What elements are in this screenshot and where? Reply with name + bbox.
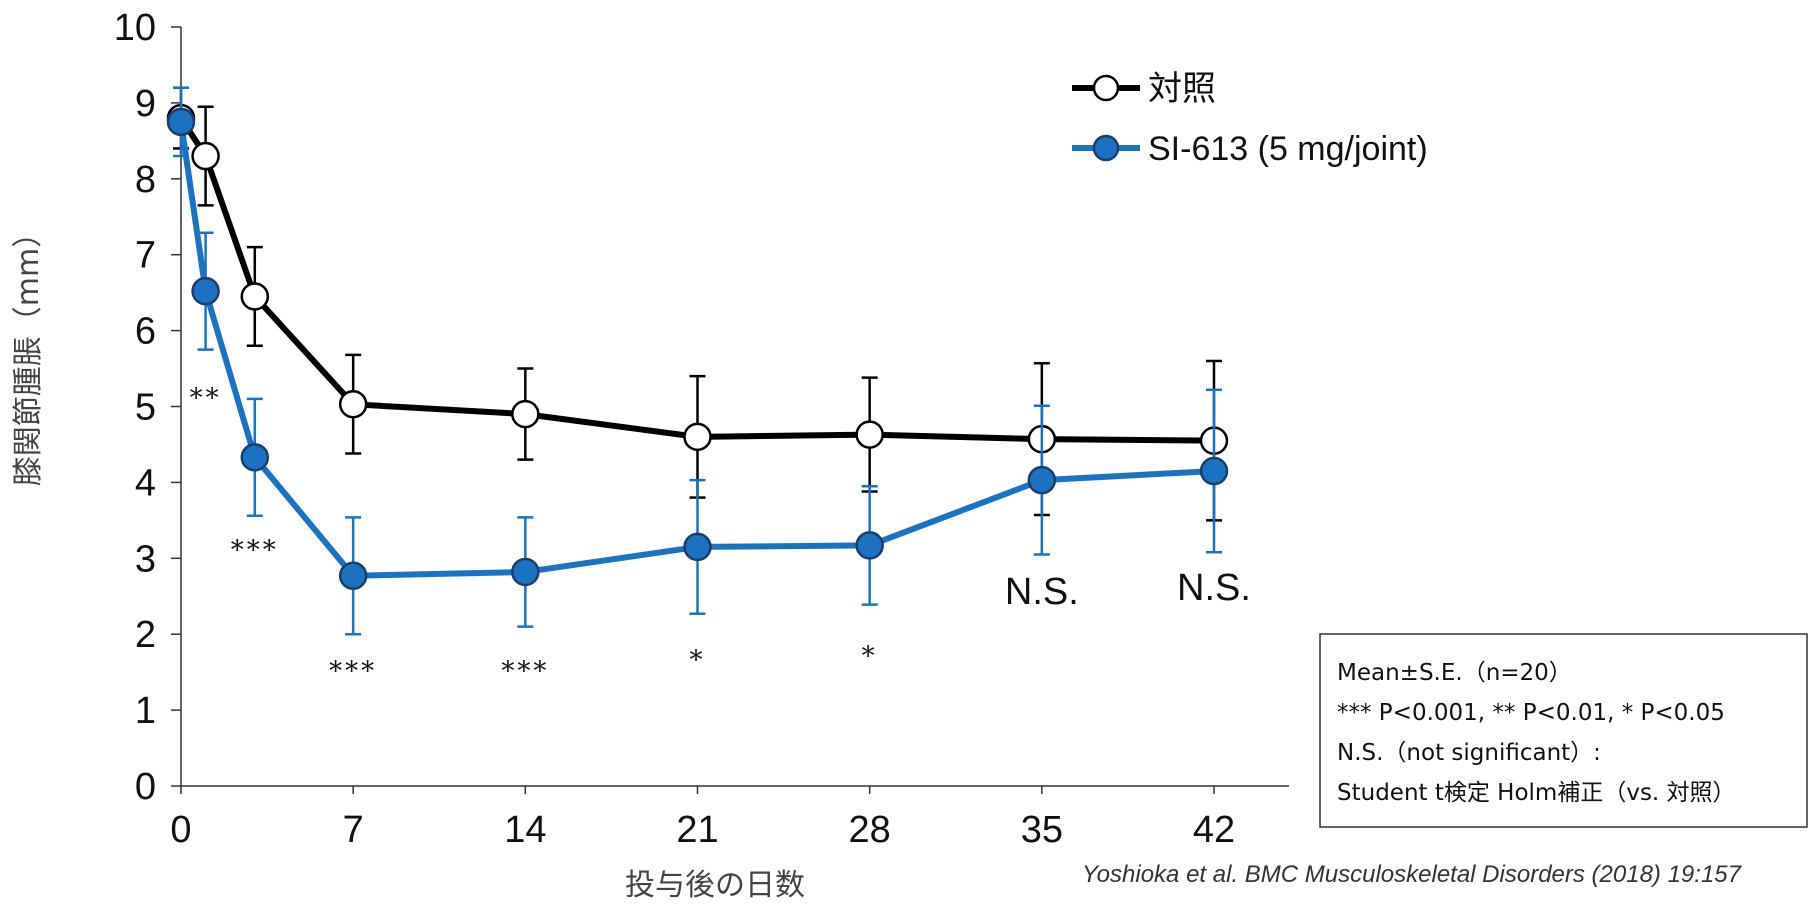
legend-swatch-marker <box>1092 134 1120 162</box>
data-point <box>1199 456 1229 486</box>
note-box-frame <box>1319 633 1808 828</box>
y-tick-label: 3 <box>135 538 156 580</box>
data-point <box>191 141 220 171</box>
y-tick-label: 4 <box>135 462 156 504</box>
note-line-4: Student t検定 Holm補正（vs. 対照） <box>1337 780 1736 806</box>
legend-item: 対照 <box>1072 70 1216 108</box>
data-point <box>855 531 884 560</box>
citation: Yoshioka et al. BMC Musculoskeletal Diso… <box>1082 861 1743 888</box>
note-line-2: *** P<0.001, ** P<0.01, * P<0.05 <box>1337 700 1725 726</box>
series-si613 <box>166 86 1229 636</box>
legend-label: SI-613 (5 mg/joint) <box>1148 130 1428 168</box>
data-point <box>511 557 540 587</box>
data-point <box>338 389 368 419</box>
significance-label: *** <box>329 657 377 687</box>
x-tick-label: 35 <box>1021 809 1063 851</box>
significance-label: ** <box>190 384 222 414</box>
note-box: Mean±S.E.（n=20） *** P<0.001, ** P<0.01, … <box>1319 633 1808 828</box>
note-line-3: N.S.（not significant）: <box>1337 740 1601 766</box>
data-point <box>511 399 540 429</box>
significance-label: * <box>690 645 706 675</box>
legend: 対照 SI-613 (5 mg/joint) <box>1072 70 1428 168</box>
legend-item: SI-613 (5 mg/joint) <box>1072 130 1428 168</box>
legend-label: 対照 <box>1148 70 1216 108</box>
note-line-1: Mean±S.E.（n=20） <box>1337 660 1572 686</box>
data-point <box>683 422 712 452</box>
y-tick-label: 7 <box>135 235 156 277</box>
y-tick-label: 1 <box>135 690 156 732</box>
annotations: ******** *** * *N.S. N.S. <box>190 384 1251 687</box>
x-tick-label: 28 <box>849 809 891 851</box>
significance-label: *** <box>501 657 549 687</box>
x-tick-label: 0 <box>170 809 191 851</box>
data-point <box>683 532 712 562</box>
ticks: 0 1 2 3 4 5 6 7 8 9 10 0 7 14 21 28 35 42 <box>114 7 1235 851</box>
x-axis-label: 投与後の日数 <box>625 868 805 903</box>
data-point <box>240 282 270 311</box>
x-tick-label: 14 <box>504 809 546 851</box>
data-point <box>166 107 196 137</box>
y-tick-label: 0 <box>135 766 156 808</box>
y-axis-label: 膝関節腫脹（mm） <box>11 218 46 486</box>
x-tick-label: 7 <box>343 809 364 851</box>
y-tick-label: 2 <box>135 614 156 656</box>
x-tick-label: 21 <box>676 809 718 851</box>
legend-swatch-marker <box>1092 74 1120 102</box>
ns-label: N.S. <box>1177 567 1251 609</box>
series-layer <box>166 86 1229 636</box>
data-point <box>240 443 270 472</box>
y-tick-label: 8 <box>135 159 156 201</box>
y-tick-label: 10 <box>114 7 156 49</box>
data-point <box>191 276 220 306</box>
data-point <box>1027 465 1057 495</box>
y-tick-label: 5 <box>135 387 156 429</box>
significance-label: * <box>862 642 878 672</box>
data-point <box>855 420 884 449</box>
y-tick-label: 9 <box>135 83 156 125</box>
series-control <box>166 86 1229 522</box>
ns-label: N.S. <box>1005 571 1079 613</box>
significance-label: *** <box>231 535 279 565</box>
y-tick-label: 6 <box>135 311 156 353</box>
data-point <box>338 561 368 591</box>
x-tick-label: 42 <box>1193 809 1235 851</box>
